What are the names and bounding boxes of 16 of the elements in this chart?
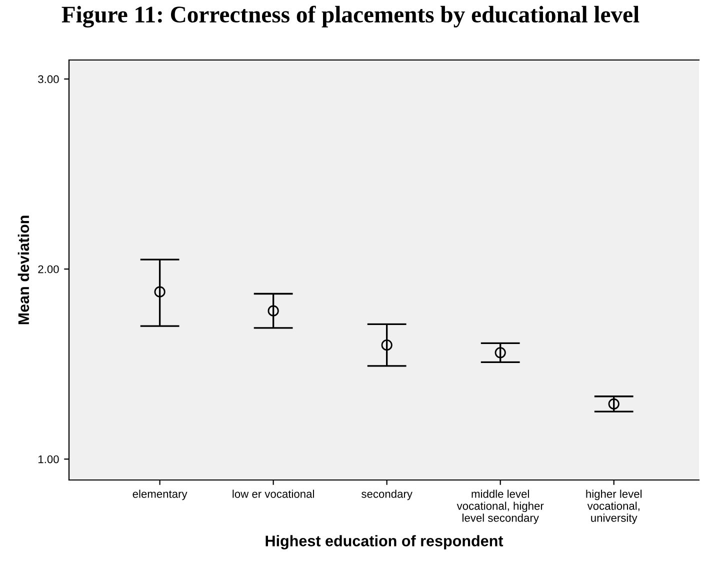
point xyxy=(494,347,506,358)
y-axis-title: Mean deviation xyxy=(18,216,30,324)
chart-title: Figure 11: Correctness of placements by educational level xyxy=(62,6,640,28)
x-tick-label: secondary xyxy=(362,490,412,500)
x-tick-label: low er vocational xyxy=(232,490,314,498)
x-axis-title: Highest education of respondent xyxy=(266,535,504,550)
point xyxy=(154,286,166,298)
y-tick-label: 2.00 xyxy=(38,265,59,274)
y-tick-label: 3.00 xyxy=(38,75,59,84)
point xyxy=(608,398,620,410)
x-tick-label: middle level vocational, higher level secondary xyxy=(456,490,544,524)
point xyxy=(268,305,279,316)
point xyxy=(381,340,392,351)
x-tick-label: higher level vocational, university xyxy=(586,490,642,524)
x-tick-label: elementary xyxy=(132,490,188,500)
y-tick-label: 1.00 xyxy=(38,455,59,464)
